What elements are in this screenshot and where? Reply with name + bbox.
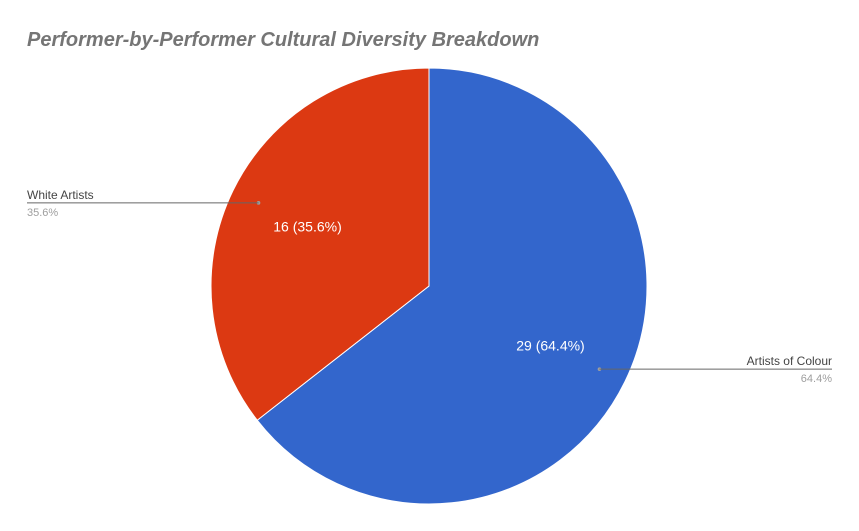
callout-name-artists-of-colour: Artists of Colour <box>747 354 832 368</box>
pie-slice-white-artists <box>210 67 430 421</box>
callout-pct-white-artists: 35.6% <box>27 207 58 219</box>
slices-layer <box>210 67 648 505</box>
pie-slice-artists-of-colour <box>256 67 648 505</box>
slice-labels-layer: 29 (64.4%) 16 (35.6%) <box>273 219 584 354</box>
chart-title: Performer-by-Performer Cultural Diversit… <box>27 29 539 51</box>
callout-name-white-artists: White Artists <box>27 188 94 202</box>
callout-pct-artists-of-colour: 64.4% <box>801 373 832 385</box>
slice-label-white-artists: 16 (35.6%) <box>273 219 341 235</box>
slice-label-artists-of-colour: 29 (64.4%) <box>516 337 584 353</box>
callouts-layer: Artists of Colour 64.4% White Artists 35.6% <box>27 188 832 385</box>
